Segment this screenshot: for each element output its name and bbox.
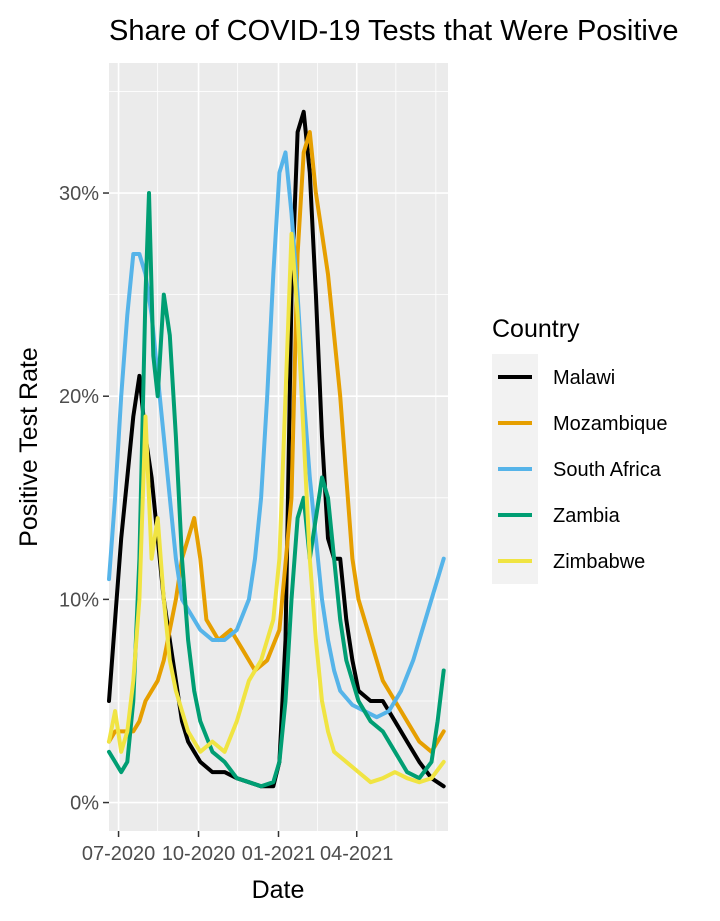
legend-label-south-africa: South Africa [553,459,662,481]
x-tick-label: 04-2021 [320,843,393,865]
series-layer [107,109,446,789]
chart-title: Share of COVID-19 Tests that Were Positi… [109,15,679,47]
x-tick-label: 01-2021 [242,843,315,865]
series-line-malawi [107,109,446,789]
series-line-zimbabwe [107,231,446,785]
x-axis: 07-2020 10-2020 01-2021 04-2021 [82,831,393,865]
y-tick-label: 0% [70,793,99,815]
legend-label-mozambique: Mozambique [553,413,668,435]
legend-label-malawi: Malawi [553,367,615,389]
y-tick-label: 30% [59,183,99,205]
series-line-zambia [107,191,446,789]
legend-label-zambia: Zambia [553,505,621,527]
series-line-mozambique [107,130,446,754]
legend-label-zimbabwe: Zimbabwe [553,551,645,573]
y-axis-title: Positive Test Rate [15,347,43,547]
y-tick-label: 20% [59,386,99,408]
x-tick-label: 07-2020 [82,843,155,865]
legend-title: Country [492,315,580,343]
y-tick-label: 10% [59,589,99,611]
x-axis-title: Date [252,876,305,904]
y-axis: 0% 10% 20% 30% [59,183,109,815]
x-tick-label: 10-2020 [162,843,235,865]
legend: Country Malawi Mozambique South Africa Zamb… [492,315,668,584]
